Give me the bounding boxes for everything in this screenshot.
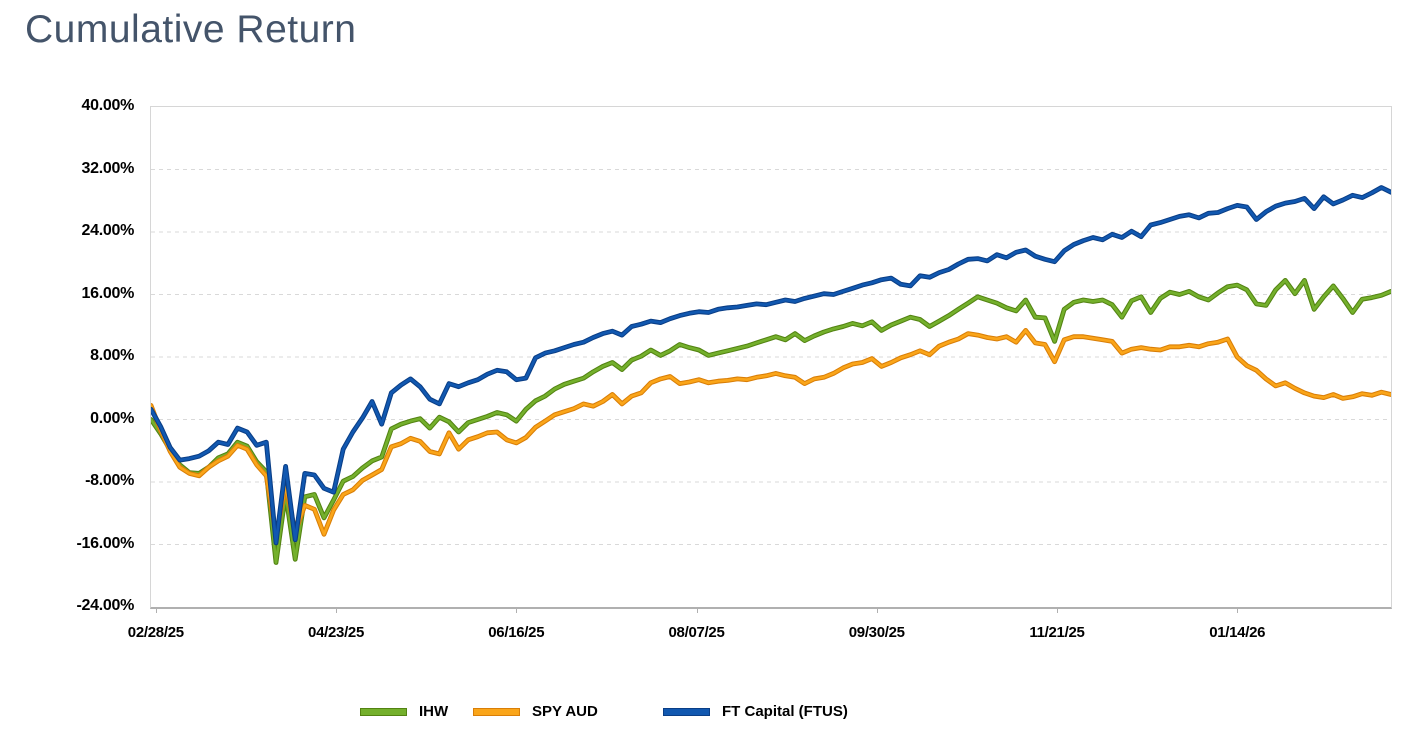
- y-axis-label: 0.00%: [90, 409, 134, 427]
- legend-label: FT Capital (FTUS): [722, 703, 848, 720]
- x-axis-tick: [156, 608, 157, 613]
- plot-area: [151, 169, 1391, 565]
- y-axis-label: 8.00%: [90, 347, 134, 364]
- x-axis-tick: [1237, 608, 1238, 613]
- y-axis-label: 32.00%: [81, 159, 135, 177]
- legend-item-spy-aud[interactable]: SPY AUD: [473, 703, 598, 720]
- x-axis-label: 02/28/25: [127, 624, 184, 641]
- ihw-line: [151, 279, 1391, 564]
- x-axis-label: 04/23/25: [308, 624, 365, 641]
- y-axis-label: 16.00%: [81, 284, 135, 302]
- legend-item-ft-capital[interactable]: FT Capital (FTUS): [663, 703, 848, 720]
- legend-label: IHW: [419, 703, 449, 720]
- x-axis-tick: [336, 608, 337, 613]
- ft-capital-legend-swatch: [663, 707, 710, 716]
- x-axis-tick: [877, 608, 878, 613]
- y-axis-label: -16.00%: [76, 534, 135, 552]
- x-axis-label: 08/07/25: [668, 624, 725, 641]
- spy-aud-line: [151, 329, 1391, 538]
- x-axis-label: 01/14/26: [1209, 624, 1266, 641]
- y-axis-label: -24.00%: [76, 597, 135, 614]
- page-title: Cumulative Return: [25, 8, 357, 51]
- ihw-legend-swatch: [360, 707, 407, 716]
- ihw-line: [151, 277, 1391, 565]
- x-axis-label: 06/16/25: [488, 624, 545, 641]
- x-axis-tick: [516, 608, 517, 613]
- legend-item-ihw[interactable]: IHW: [360, 703, 448, 720]
- x-axis-tick: [1057, 608, 1058, 613]
- y-axis-label: -8.00%: [85, 472, 134, 489]
- x-axis-tick: [697, 608, 698, 613]
- spy-aud-legend-swatch: [473, 707, 520, 716]
- x-axis-label: 11/21/25: [1029, 624, 1085, 641]
- y-axis-label: 40.00%: [81, 97, 135, 114]
- x-axis-label: 09/30/25: [848, 624, 905, 641]
- y-axis-label: 24.00%: [81, 222, 135, 239]
- legend-label: SPY AUD: [532, 703, 598, 720]
- ft-capital-line: [151, 186, 1391, 545]
